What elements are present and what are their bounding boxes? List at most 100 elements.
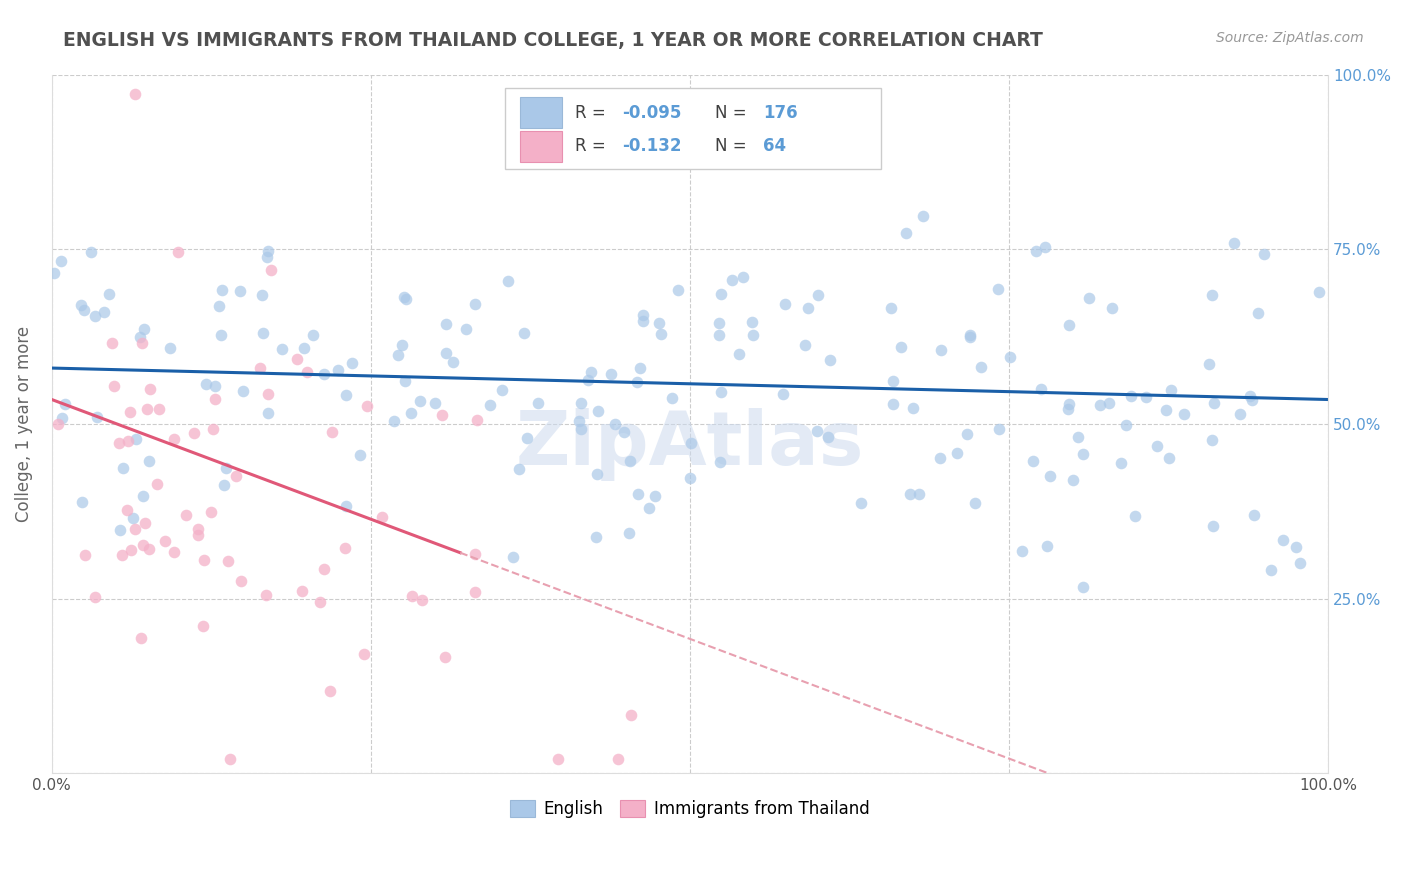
Point [335, 387, 357, 401]
Point [434, 318, 457, 332]
Point [728, 347, 751, 361]
Point [371, 510, 394, 524]
Point [411, 593, 433, 607]
Point [321, 425, 343, 439]
Point [619, 454, 641, 468]
Point [731, 270, 754, 285]
Point [644, 489, 666, 503]
Point [208, 299, 231, 313]
Point [183, 425, 205, 440]
Text: N =: N = [716, 103, 752, 121]
Point [817, 429, 839, 443]
Point [433, 649, 456, 664]
Point [807, 288, 830, 302]
Point [302, 327, 325, 342]
Point [134, 516, 156, 530]
Point [394, 292, 416, 306]
Point [709, 455, 731, 469]
Point [882, 374, 904, 388]
Point [1025, 244, 1047, 259]
Point [115, 502, 138, 516]
Point [212, 477, 235, 491]
Point [425, 395, 447, 409]
Point [1289, 556, 1312, 570]
Point [228, 284, 250, 298]
Point [314, 367, 336, 381]
Point [124, 522, 146, 536]
Point [232, 384, 254, 399]
Point [502, 550, 524, 565]
Point [131, 336, 153, 351]
Point [1119, 389, 1142, 403]
Point [516, 431, 538, 445]
Point [217, 553, 239, 567]
Point [132, 489, 155, 503]
Point [1039, 469, 1062, 483]
Point [256, 387, 278, 401]
Point [1057, 397, 1080, 411]
Point [620, 708, 643, 723]
Point [159, 341, 181, 355]
Point [585, 530, 607, 544]
Point [252, 326, 274, 341]
Point [1146, 439, 1168, 453]
Point [432, 408, 454, 422]
Text: 64: 64 [762, 137, 786, 155]
Point [295, 365, 318, 379]
Point [209, 328, 232, 343]
Point [631, 314, 654, 328]
Point [508, 462, 530, 476]
Point [1202, 518, 1225, 533]
Point [1229, 407, 1251, 421]
Point [1135, 390, 1157, 404]
Point [912, 210, 935, 224]
Point [120, 405, 142, 419]
Point [124, 87, 146, 101]
Point [894, 226, 917, 240]
Point [1243, 508, 1265, 523]
Point [605, 417, 627, 432]
Point [1272, 533, 1295, 547]
Point [215, 460, 238, 475]
Point [1241, 393, 1264, 408]
Point [576, 373, 599, 387]
Point [163, 432, 186, 446]
Point [42, 266, 65, 280]
Point [709, 316, 731, 330]
Point [1260, 563, 1282, 577]
Point [349, 449, 371, 463]
Point [946, 446, 969, 460]
Point [70, 298, 93, 312]
Point [970, 360, 993, 375]
Point [1204, 395, 1226, 409]
Point [73, 549, 96, 563]
Point [312, 562, 335, 576]
Point [1029, 382, 1052, 396]
Point [959, 330, 981, 344]
Point [309, 595, 332, 609]
Point [218, 752, 240, 766]
Point [613, 425, 636, 439]
Point [120, 543, 142, 558]
Point [49, 254, 72, 268]
Point [340, 356, 363, 370]
Point [568, 414, 591, 428]
Point [394, 374, 416, 388]
Point [1036, 539, 1059, 553]
Point [710, 286, 733, 301]
Point [129, 330, 152, 344]
Point [250, 287, 273, 301]
Point [204, 392, 226, 407]
Point [679, 471, 702, 485]
Point [108, 523, 131, 537]
Point [72, 303, 94, 318]
Point [1088, 398, 1111, 412]
Legend: English, Immigrants from Thailand: English, Immigrants from Thailand [503, 793, 876, 824]
Point [1154, 403, 1177, 417]
Point [775, 297, 797, 311]
Point [211, 283, 233, 297]
Point [387, 348, 409, 362]
Point [163, 545, 186, 559]
Point [139, 382, 162, 396]
Point [51, 410, 73, 425]
